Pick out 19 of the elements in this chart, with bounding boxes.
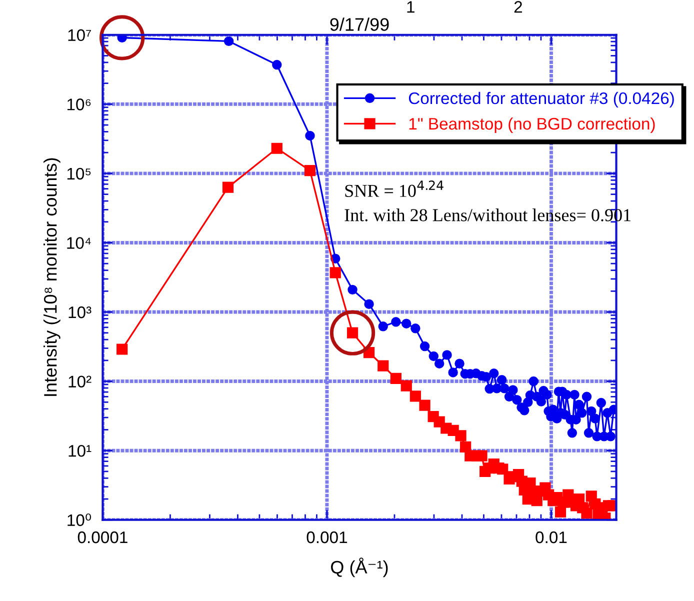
chart-title: 9/17/99 — [330, 18, 389, 31]
text: 1 — [407, 1, 414, 13]
y-tick-label: 10⁰ — [68, 514, 92, 526]
x-tick-label: 0.001 — [306, 531, 348, 544]
y-tick-label: 10³ — [68, 306, 92, 318]
legend-label: 1" Beamstop (no BGD correction) — [409, 117, 655, 133]
y-tick-label: 10² — [68, 376, 92, 388]
legend-label: Corrected for attenuator #3 (0.0426) — [408, 92, 674, 108]
y-tick-label: 10⁵ — [67, 168, 91, 180]
annotation: SNR = 10$^{4.24}$ — [345, 180, 444, 197]
y-tick-label: 10⁴ — [67, 237, 91, 249]
x-axis-title: Q (Å⁻¹) — [331, 558, 388, 578]
x-tick-label: 0.0001 — [78, 531, 128, 544]
y-tick-label: 10¹ — [68, 444, 92, 457]
x-tick-label: 0.01 — [536, 531, 567, 544]
y-tick-label: 10⁶ — [67, 98, 91, 110]
y-axis-title: Intensity (/10⁸ monitor counts) — [44, 158, 60, 396]
y-tick-label: 10⁷ — [68, 29, 91, 42]
text: 2 — [514, 1, 522, 13]
